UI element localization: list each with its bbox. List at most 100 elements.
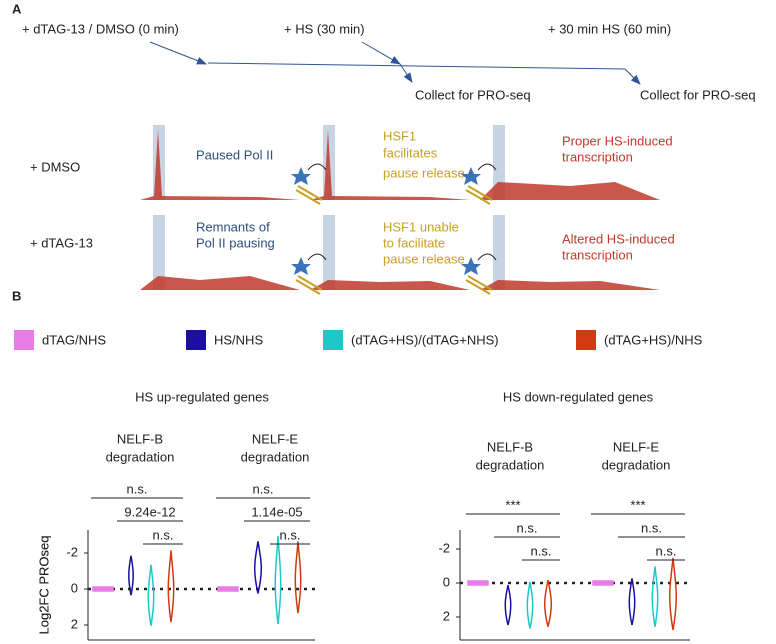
- row-label: + dTAG-13: [30, 235, 93, 250]
- group-label: NELF-B: [487, 439, 533, 454]
- note: Proper HS-induced: [562, 133, 673, 148]
- arrows: [149, 41, 641, 85]
- curve-arrow: [477, 163, 497, 171]
- panel-label: B: [12, 288, 21, 303]
- stat-label: ***: [630, 497, 645, 512]
- profile: [480, 182, 660, 200]
- timeline-label: + dTAG-13 / DMSO (0 min): [22, 21, 179, 36]
- group-label: degradation: [106, 449, 175, 464]
- note: HSF1: [383, 128, 416, 143]
- note: Paused Pol II: [196, 147, 273, 162]
- profile: [140, 130, 300, 200]
- plot-title: HS down-regulated genes: [503, 389, 654, 404]
- star: [291, 257, 311, 275]
- y-tick-label: -2: [66, 544, 78, 559]
- group-label: degradation: [241, 449, 310, 464]
- note: transcription: [562, 247, 633, 262]
- stat-label: 9.24e-12: [124, 504, 175, 519]
- violin: [526, 581, 534, 629]
- star: [291, 167, 311, 185]
- note: facilitates: [383, 145, 438, 160]
- profile: [480, 280, 660, 290]
- profile: [310, 130, 470, 200]
- legend-label: dTAG/NHS: [42, 332, 106, 347]
- curve-arrow: [307, 253, 327, 261]
- pause-band: [153, 215, 165, 290]
- group-label: degradation: [602, 457, 671, 472]
- violin: [467, 580, 489, 586]
- violin: [253, 541, 263, 594]
- hsf1-icon: [295, 275, 323, 295]
- group-label: NELF-B: [117, 431, 163, 446]
- legend-swatch: [576, 330, 596, 350]
- note: transcription: [562, 149, 633, 164]
- hsf1-icon: [465, 185, 493, 205]
- violin: [167, 550, 175, 623]
- stat-label: n.s.: [127, 481, 148, 496]
- collect-label: Collect for PRO-seq: [415, 87, 531, 102]
- legend-label: HS/NHS: [214, 332, 263, 347]
- violin: [147, 564, 155, 626]
- note: to facilitate: [383, 235, 445, 250]
- legend-swatch: [323, 330, 343, 350]
- violin: [592, 580, 614, 586]
- panel-label: A: [12, 1, 22, 16]
- pause-band: [323, 215, 335, 290]
- group-label: NELF-E: [252, 431, 299, 446]
- plot-title: HS up-regulated genes: [135, 389, 269, 404]
- stat-label: n.s.: [280, 527, 301, 542]
- profile: [140, 276, 300, 290]
- y-tick-label: 2: [443, 608, 450, 623]
- violin: [628, 578, 636, 626]
- note: Pol II pausing: [196, 235, 275, 250]
- hsf1-icon: [465, 275, 493, 295]
- violin: [668, 557, 678, 631]
- stat-label: n.s.: [253, 481, 274, 496]
- y-tick-label: 0: [71, 580, 78, 595]
- group-label: NELF-E: [613, 439, 660, 454]
- violin: [274, 535, 282, 625]
- stat-label: n.s.: [517, 520, 538, 535]
- curve-arrow: [477, 253, 497, 261]
- violin: [504, 585, 512, 626]
- violin: [651, 566, 659, 627]
- y-axis-label: Log2FC PROseq: [36, 536, 51, 635]
- note: Remnants of: [196, 219, 270, 234]
- violin: [92, 586, 114, 592]
- star: [461, 257, 481, 275]
- note: pause release: [383, 251, 465, 266]
- pause-band: [493, 215, 505, 290]
- collect-label: Collect for PRO-seq: [640, 87, 756, 102]
- legend-swatch: [186, 330, 206, 350]
- violin: [543, 579, 553, 627]
- hsf1-icon: [295, 185, 323, 205]
- y-tick-label: -2: [438, 540, 450, 555]
- timeline-label: + 30 min HS (60 min): [548, 21, 671, 36]
- stat-label: 1.14e-05: [251, 504, 302, 519]
- timeline-label: + HS (30 min): [284, 21, 365, 36]
- star: [461, 167, 481, 185]
- legend-label: (dTAG+HS)/(dTAG+NHS): [351, 332, 499, 347]
- row-label: + DMSO: [30, 159, 80, 174]
- y-tick-label: 2: [71, 616, 78, 631]
- violin: [128, 555, 134, 596]
- stat-label: n.s.: [656, 543, 677, 558]
- pause-band: [493, 125, 505, 200]
- stat-label: n.s.: [531, 543, 552, 558]
- stat-label: ***: [505, 497, 520, 512]
- note: pause release: [383, 165, 465, 180]
- profile: [310, 280, 470, 290]
- violin: [217, 586, 239, 592]
- y-tick-label: 0: [443, 574, 450, 589]
- y-axis-label: Log2FC PROseq: [36, 536, 51, 635]
- legend-label: (dTAG+HS)/NHS: [604, 332, 703, 347]
- note: Altered HS-induced: [562, 231, 675, 246]
- violin: [294, 541, 302, 614]
- legend-swatch: [14, 330, 34, 350]
- stat-label: n.s.: [641, 520, 662, 535]
- stat-label: n.s.: [153, 527, 174, 542]
- group-label: degradation: [476, 457, 545, 472]
- note: HSF1 unable: [383, 219, 459, 234]
- curve-arrow: [307, 163, 327, 171]
